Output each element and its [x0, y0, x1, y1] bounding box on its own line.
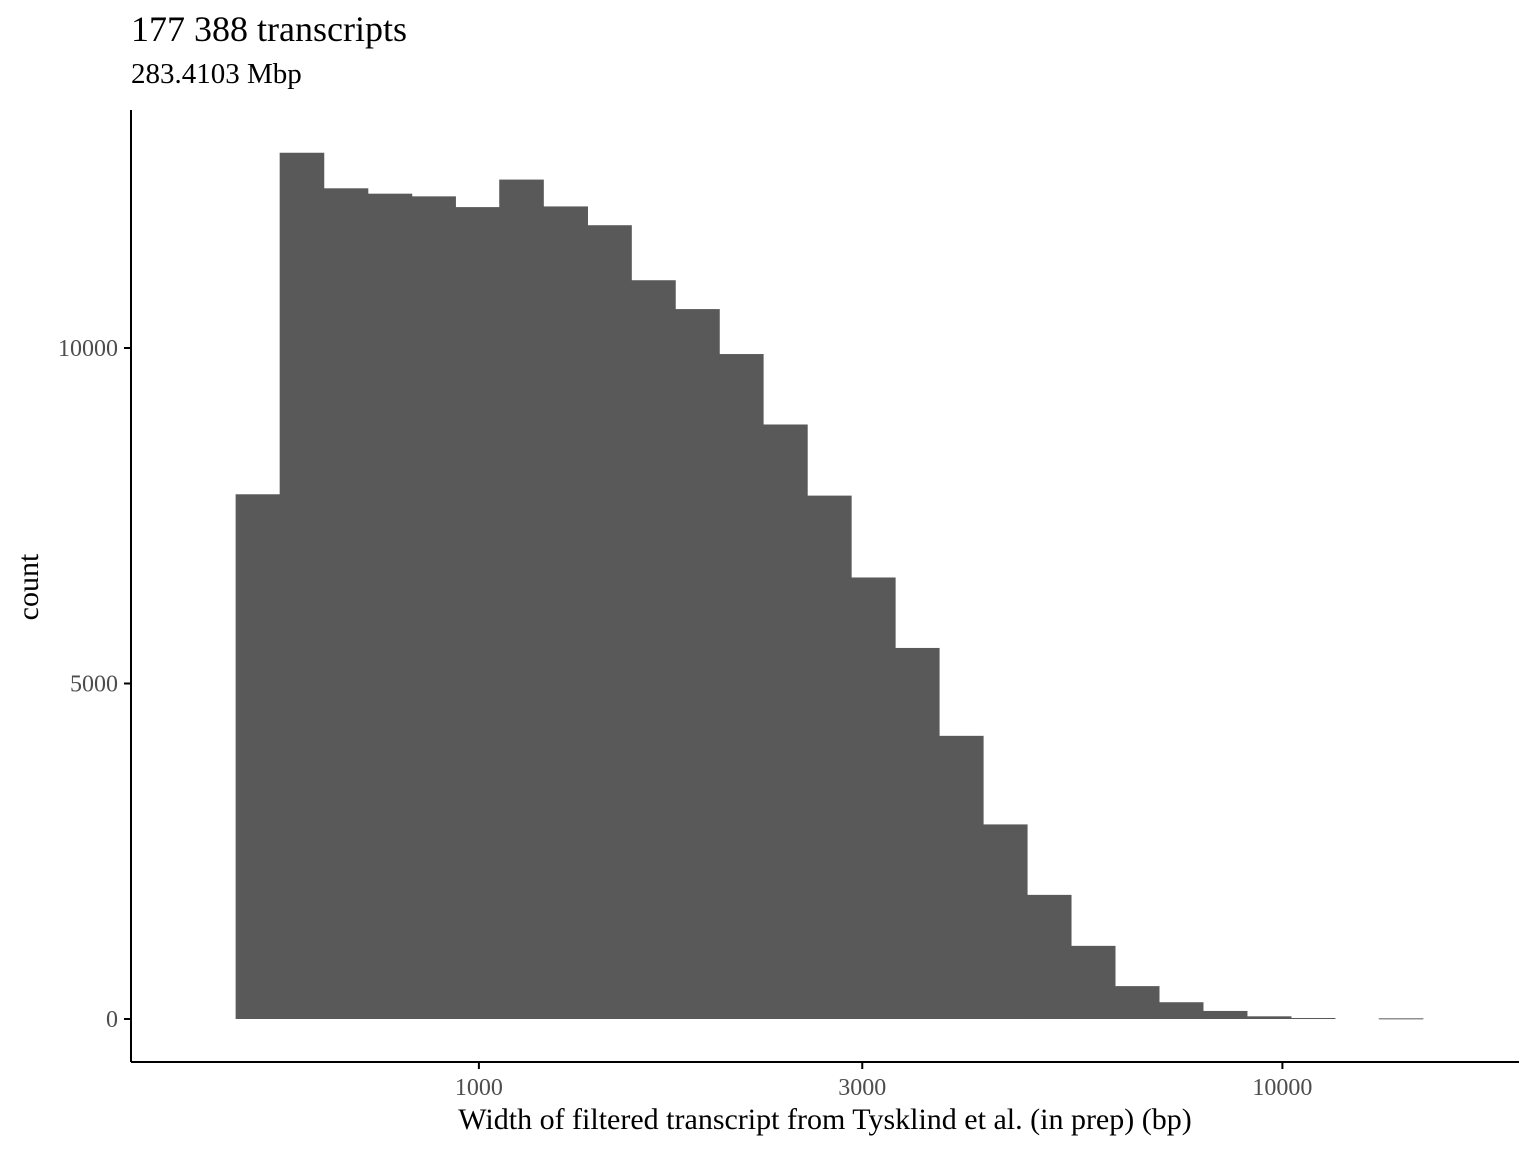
histogram-bar-10 [675, 309, 720, 1020]
histogram-bar-11 [719, 354, 764, 1019]
histogram-bar-20 [1114, 986, 1160, 1019]
x-tick-label-2: 10000 [1252, 1075, 1312, 1101]
histogram-bar-5 [455, 207, 501, 1020]
histogram-bar-26 [1378, 1018, 1424, 1020]
histogram-bar-2 [323, 188, 369, 1020]
bars-group [235, 152, 1424, 1020]
histogram-bar-9 [631, 280, 676, 1020]
histogram-bar-4 [411, 196, 456, 1020]
histogram-bar-19 [1070, 945, 1116, 1019]
histogram-bar-16 [939, 735, 984, 1019]
histogram-bar-13 [807, 495, 852, 1019]
histogram-bar-0 [235, 494, 281, 1019]
y-tick-label-1: 5000 [70, 672, 118, 698]
y-axis-label: count [12, 553, 45, 620]
chart-subtitle: 283.4103 Mbp [131, 58, 302, 90]
axes-group: 1000 3000 10000 0 5000 10000 [58, 110, 1519, 1101]
x-tick-label-0: 1000 [455, 1075, 503, 1101]
histogram-bar-3 [367, 193, 413, 1020]
x-tick-label-1: 3000 [838, 1075, 886, 1101]
chart-title: 177 388 transcripts [131, 9, 407, 49]
histogram-bar-12 [763, 424, 808, 1019]
y-tick-label-0: 0 [106, 1007, 118, 1033]
histogram-bar-23 [1246, 1016, 1292, 1019]
histogram-bar-18 [1026, 894, 1072, 1020]
histogram-bar-22 [1202, 1010, 1248, 1019]
x-axis-label: Width of filtered transcript from Tyskli… [458, 1103, 1191, 1136]
histogram-bar-7 [543, 206, 588, 1020]
histogram-bar-17 [982, 824, 1028, 1019]
histogram-bar-15 [894, 647, 940, 1019]
histogram-bar-14 [851, 577, 896, 1019]
histogram-bar-6 [499, 179, 544, 1019]
histogram-bar-24 [1290, 1017, 1336, 1019]
histogram-bar-21 [1158, 1002, 1204, 1020]
y-tick-label-2: 10000 [58, 336, 118, 362]
histogram-bar-1 [279, 152, 325, 1020]
histogram-bar-8 [587, 225, 632, 1019]
